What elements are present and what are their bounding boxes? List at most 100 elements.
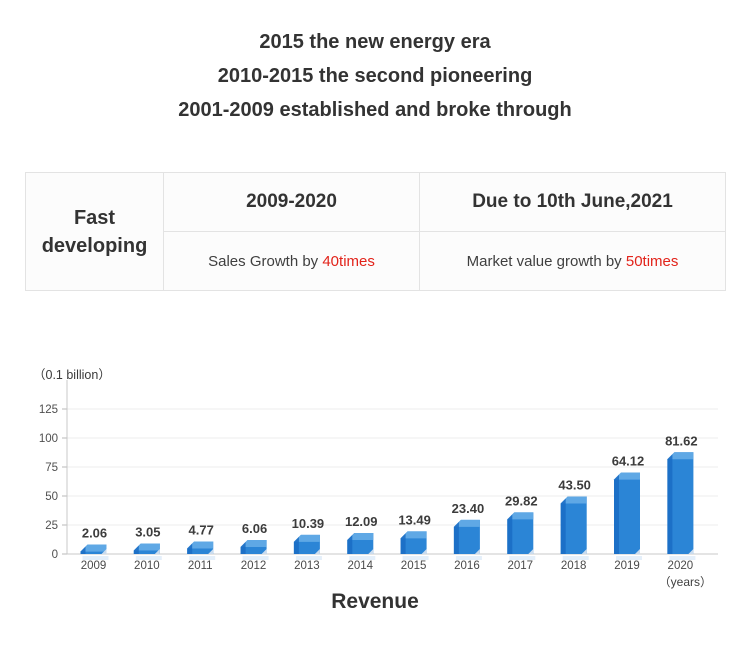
table-col2-detail: Market value growth by 50times xyxy=(419,232,725,290)
bar-side-face xyxy=(453,521,459,554)
bar-front-face xyxy=(614,472,640,554)
x-tick-label: 2011 xyxy=(188,560,213,572)
bar-side-face xyxy=(667,454,673,554)
y-tick-label: 75 xyxy=(45,462,58,474)
bar-side-face xyxy=(133,545,139,554)
x-tick-label: 2012 xyxy=(241,560,267,572)
bar-value-label: 6.06 xyxy=(242,521,267,536)
bar-front-face xyxy=(667,452,694,554)
bar-corner-notch xyxy=(261,549,267,554)
x-tick-label: 2018 xyxy=(561,560,587,572)
bar-corner-notch xyxy=(101,549,107,554)
bar-reflection xyxy=(295,556,322,560)
bar-value-label: 29.82 xyxy=(505,493,538,508)
bar-reflection xyxy=(455,556,482,560)
table-col1-detail: Sales Growth by 40times xyxy=(164,232,419,290)
x-tick-label: 2010 xyxy=(134,560,160,572)
bar-corner-notch xyxy=(421,549,427,554)
bar-corner-notch xyxy=(368,549,374,554)
bar-front-face xyxy=(453,519,480,554)
bar-corner-notch xyxy=(154,549,160,554)
bar-group: 10.39 xyxy=(292,516,325,560)
y-tick-label: 50 xyxy=(45,491,58,503)
x-tick-label: 2014 xyxy=(347,560,373,572)
bar-side-face xyxy=(80,546,86,554)
bar-group: 12.09 xyxy=(345,514,378,560)
sales-growth-text: Sales Growth by xyxy=(208,252,323,270)
bar-reflection xyxy=(242,556,269,560)
bar-group: 81.62 xyxy=(665,433,698,560)
x-tick-label: 2017 xyxy=(508,560,534,572)
sales-growth-highlight: 40times xyxy=(322,252,375,270)
bar-top-face xyxy=(667,452,694,460)
revenue-chart: 0 25 50 75 100 125 （0.1 billion） 2.06 2009 3.05 20… xyxy=(0,350,750,620)
table-col2-header: Due to 10th June,2021 xyxy=(419,173,725,232)
x-tick-label: 2020 xyxy=(668,560,694,572)
title-block: 2015 the new energy era 2010-2015 the se… xyxy=(0,25,750,127)
bar-group: 3.05 xyxy=(133,525,162,560)
table-row-header: Fast developing xyxy=(26,173,164,290)
bar-top-face xyxy=(293,534,320,542)
bar-top-face xyxy=(347,533,374,540)
bar-value-label: 81.62 xyxy=(665,433,698,448)
bar-group: 43.50 xyxy=(558,478,591,560)
bar-value-label: 10.39 xyxy=(292,516,325,531)
x-tick-label: 2013 xyxy=(294,560,320,572)
bar-top-face xyxy=(133,543,160,551)
bar-corner-notch xyxy=(208,549,214,554)
bar-top-face xyxy=(400,531,427,539)
bar-top-face xyxy=(614,472,640,480)
y-tick-label: 0 xyxy=(52,549,58,561)
bar-reflection xyxy=(402,556,429,560)
bar-value-label: 12.09 xyxy=(345,514,378,529)
bar-front-face xyxy=(507,512,534,554)
bar-value-label: 4.77 xyxy=(189,523,214,538)
bar-top-face xyxy=(187,541,214,549)
bar-side-face xyxy=(614,474,619,554)
y-tick-label: 100 xyxy=(39,433,58,445)
bar-top-face xyxy=(453,519,480,527)
x-tick-label: 2015 xyxy=(401,560,427,572)
bar-side-face xyxy=(187,543,193,554)
bar-corner-notch xyxy=(474,549,480,554)
bar-reflection xyxy=(189,556,216,560)
bar-side-face xyxy=(560,498,566,554)
bar-corner-notch xyxy=(581,549,587,554)
bar-value-label: 13.49 xyxy=(398,512,431,527)
bar-top-face xyxy=(560,496,587,504)
market-value-text: Market value growth by xyxy=(466,252,626,270)
bar-side-face xyxy=(400,533,406,554)
bar-reflection xyxy=(509,556,536,560)
y-axis-unit-label: （0.1 billion） xyxy=(33,368,111,382)
x-tick-label: 2016 xyxy=(454,560,480,572)
title-line-3: 2001-2009 established and broke through xyxy=(178,99,572,121)
bar-corner-notch xyxy=(314,549,320,554)
bar-group: 6.06 xyxy=(240,521,269,560)
bar-group: 13.49 xyxy=(398,512,431,560)
bar-value-label: 64.12 xyxy=(612,454,645,469)
bar-value-label: 23.40 xyxy=(452,501,485,516)
bar-group: 23.40 xyxy=(452,501,485,560)
bar-reflection xyxy=(562,556,589,560)
bar-side-face xyxy=(293,536,299,554)
bar-reflection xyxy=(135,556,162,560)
bar-group: 2.06 xyxy=(80,526,109,560)
x-tick-label: 2019 xyxy=(614,560,640,572)
bar-reflection xyxy=(82,556,109,560)
chart-title: Revenue xyxy=(331,590,419,613)
bar-value-label: 3.05 xyxy=(135,525,160,540)
bar-corner-notch xyxy=(528,549,534,554)
x-tick-label: 2009 xyxy=(81,560,107,572)
title-line-1: 2015 the new energy era xyxy=(259,31,491,53)
table-col1-header: 2009-2020 xyxy=(164,173,419,232)
bar-group: 64.12 xyxy=(612,454,645,560)
market-value-highlight: 50times xyxy=(625,252,679,270)
title-line-2: 2010-2015 the second pioneering xyxy=(217,65,533,87)
bar-top-face xyxy=(240,540,267,547)
bar-reflection xyxy=(669,556,696,560)
bar-reflection xyxy=(616,556,642,560)
bar-value-label: 43.50 xyxy=(558,478,591,493)
bar-group: 4.77 xyxy=(187,523,216,560)
y-tick-label: 25 xyxy=(45,520,58,532)
